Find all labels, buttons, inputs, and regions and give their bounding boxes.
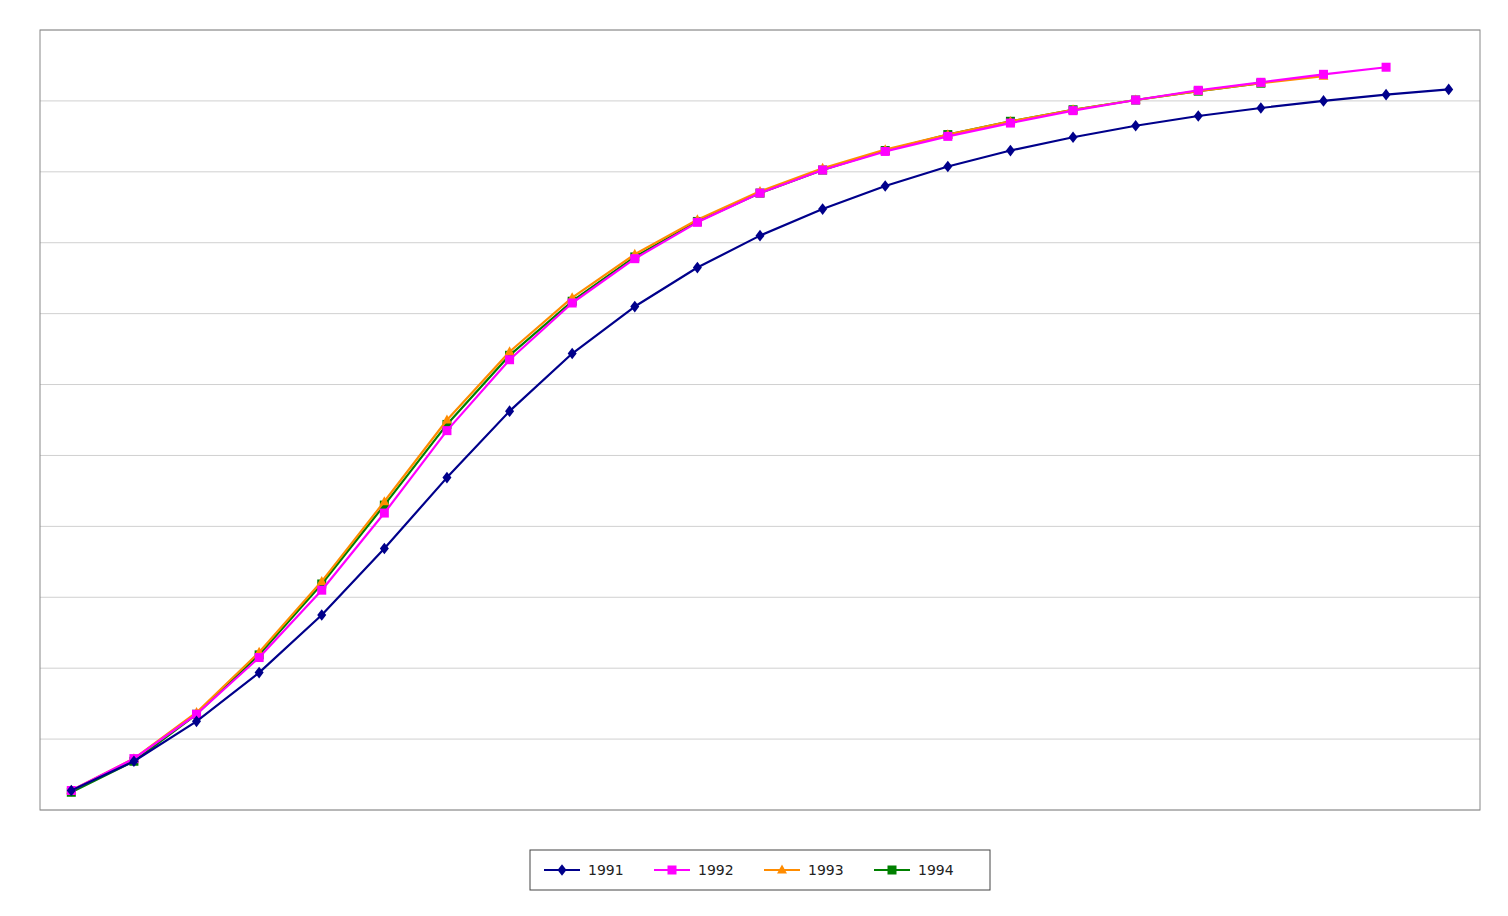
point xyxy=(1382,63,1391,72)
grid-line xyxy=(40,171,1480,172)
point xyxy=(129,755,138,767)
point xyxy=(442,472,451,484)
point xyxy=(1256,79,1265,88)
grid-line xyxy=(40,242,1480,243)
point xyxy=(881,146,890,155)
point xyxy=(818,166,827,175)
legend-box xyxy=(530,850,990,890)
point xyxy=(818,166,827,175)
point xyxy=(1131,96,1140,105)
grid-line xyxy=(40,384,1480,385)
point xyxy=(693,262,702,274)
point xyxy=(943,161,952,173)
point xyxy=(317,609,326,621)
point xyxy=(317,576,327,585)
grid-line xyxy=(40,100,1480,101)
point xyxy=(943,132,952,141)
point xyxy=(1256,78,1265,87)
point xyxy=(442,426,451,435)
point xyxy=(1006,145,1015,157)
grid xyxy=(40,30,1480,810)
series xyxy=(67,63,1391,795)
legend-marker xyxy=(888,866,897,875)
point xyxy=(756,189,765,198)
legend-marker xyxy=(668,866,677,875)
point xyxy=(1069,106,1078,115)
point xyxy=(1006,119,1015,128)
point xyxy=(630,301,639,313)
series-line xyxy=(71,83,1261,792)
point xyxy=(67,785,76,797)
point xyxy=(756,230,765,242)
point xyxy=(881,180,890,192)
point xyxy=(1069,105,1078,114)
point xyxy=(255,653,264,662)
point xyxy=(1131,95,1141,104)
series xyxy=(66,71,1328,794)
point xyxy=(1069,131,1078,143)
grid-line xyxy=(40,313,1480,314)
point xyxy=(756,189,765,198)
plot-frame xyxy=(40,30,1480,810)
point xyxy=(379,496,389,505)
legend-label: 1991 xyxy=(588,862,624,878)
point xyxy=(1319,71,1329,80)
series-group xyxy=(66,63,1453,797)
point xyxy=(1256,78,1266,87)
point xyxy=(1193,86,1203,95)
legend-marker xyxy=(777,865,787,874)
series-line xyxy=(71,89,1448,790)
point xyxy=(1256,102,1265,114)
point xyxy=(505,346,515,355)
point xyxy=(1194,110,1203,122)
grid-line xyxy=(40,455,1480,456)
point xyxy=(693,217,702,226)
point xyxy=(505,355,514,364)
grid-line xyxy=(40,668,1480,669)
point xyxy=(693,218,702,227)
point xyxy=(380,543,389,555)
point xyxy=(818,203,827,215)
point xyxy=(380,509,389,518)
point xyxy=(1319,95,1328,107)
series xyxy=(67,84,1453,797)
point xyxy=(1131,96,1140,105)
series-line xyxy=(71,67,1386,790)
point xyxy=(317,586,326,595)
point xyxy=(1319,70,1328,79)
grid-line xyxy=(40,526,1480,527)
series xyxy=(67,79,1266,797)
legend-label: 1994 xyxy=(918,862,954,878)
series-line xyxy=(71,76,1323,790)
point xyxy=(568,348,577,360)
legend-label: 1993 xyxy=(808,862,844,878)
point xyxy=(1444,84,1453,96)
legend-label: 1992 xyxy=(698,862,734,878)
point xyxy=(1131,120,1140,132)
point xyxy=(881,147,890,156)
legend-marker xyxy=(558,864,567,876)
plot-area xyxy=(40,30,1480,810)
grid-line xyxy=(40,597,1480,598)
point xyxy=(1194,86,1203,95)
point xyxy=(1194,87,1203,96)
point xyxy=(192,716,201,728)
grid-line xyxy=(40,739,1480,740)
point xyxy=(1382,89,1391,101)
point xyxy=(505,405,514,417)
legend: 1991 1992 1993 1994 xyxy=(530,850,990,890)
point xyxy=(630,254,639,263)
chart: 1991 1992 1993 1994 xyxy=(0,0,1508,916)
point xyxy=(442,415,452,424)
point xyxy=(255,667,264,679)
point xyxy=(568,299,577,308)
